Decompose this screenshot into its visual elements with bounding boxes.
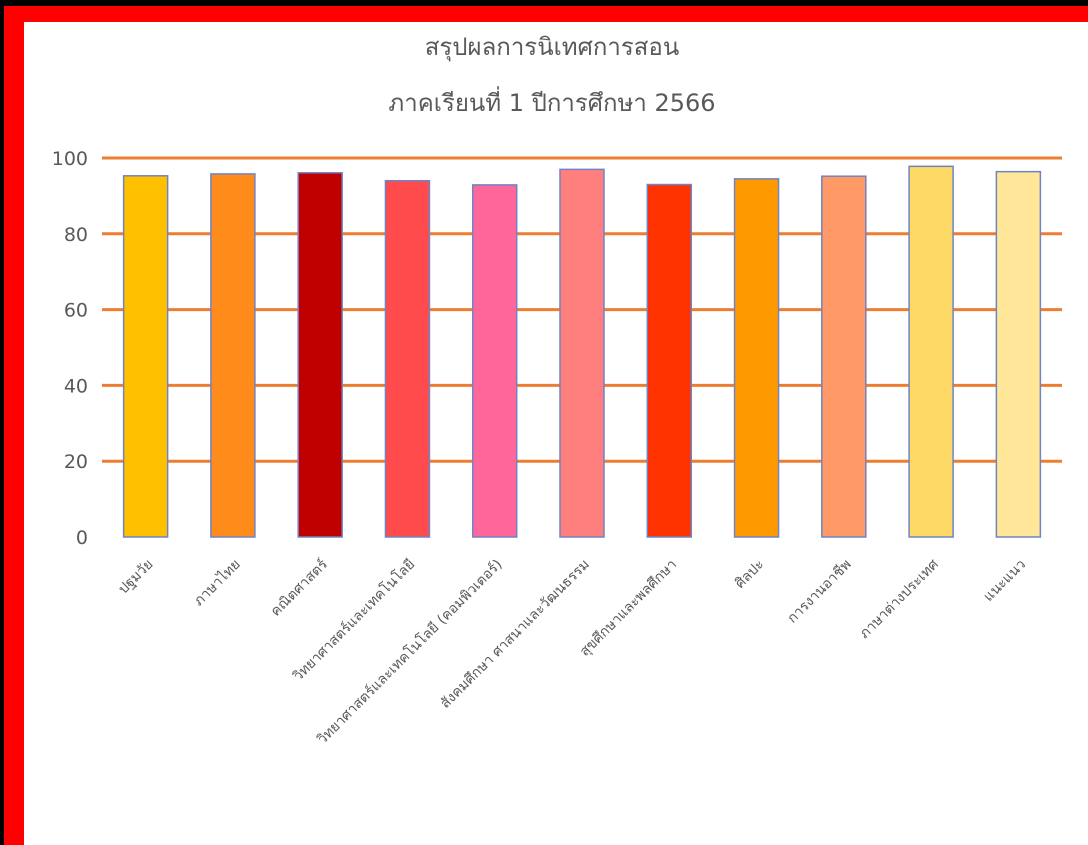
y-tick-label: 100 [52, 148, 88, 170]
bar [384, 179, 431, 538]
x-tick-label: ศิลปะ [732, 557, 767, 592]
bar [733, 178, 780, 538]
bar [559, 168, 605, 538]
y-tick-label: 60 [64, 300, 88, 322]
x-tick-label: แนะแนว [981, 557, 1029, 605]
y-tick-label: 0 [76, 527, 88, 549]
bar [122, 175, 169, 538]
x-tick-label: คณิตศาสตร์ [267, 555, 331, 619]
y-tick-label: 40 [64, 375, 88, 397]
y-tick-label: 80 [64, 224, 88, 246]
x-tick-label: วิทยาศาสตร์และเทคโนโลยี (คอมพิวเตอร์) [314, 556, 506, 748]
bar [297, 172, 343, 538]
x-tick-label: ภาษาไทย [190, 556, 243, 609]
bar [646, 183, 693, 538]
y-tick-label: 20 [64, 451, 88, 473]
bar [908, 165, 954, 538]
x-tick-label: ปฐมวัย [116, 557, 157, 598]
y-axis-ticks: 0 20 40 60 80 100 [52, 148, 88, 549]
chart-title: สรุปผลการนิเทศการสอน [425, 33, 679, 62]
x-tick-label: ภาษาต่างประเทศ [857, 556, 942, 641]
bar [471, 184, 518, 538]
bar [821, 175, 867, 538]
x-tick-label: สุขศึกษาและพลศึกษา [577, 557, 680, 660]
category-labels: ปฐมวัย ภาษาไทย คณิตศาสตร์วิทยาศาสตร์และเทค… [116, 555, 1030, 747]
bars [122, 165, 1042, 538]
bar [210, 173, 256, 538]
x-tick-label: สังคมศึกษา ศาสนาและวัฒนธรรม [438, 557, 593, 712]
x-tick-label: การงานอาชีพ [785, 557, 855, 627]
bar [995, 170, 1042, 538]
chart-subtitle: ภาคเรียนที่ 1 ปีการศึกษา 2566 [388, 86, 715, 117]
